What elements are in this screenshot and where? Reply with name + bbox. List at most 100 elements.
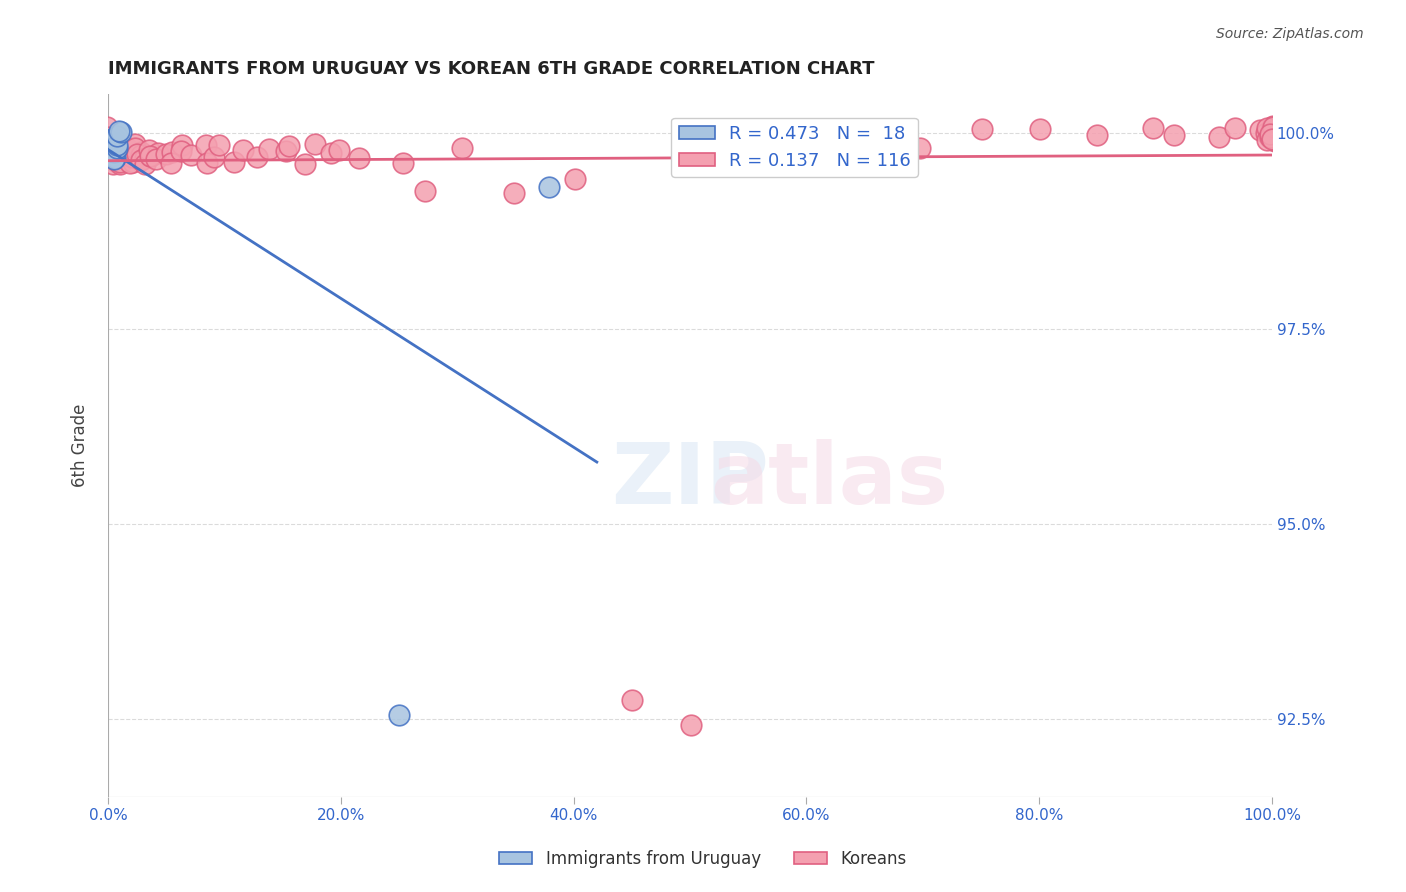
Point bbox=[139, 149, 162, 163]
Point bbox=[104, 147, 127, 161]
Point bbox=[105, 154, 128, 169]
Point bbox=[908, 140, 931, 154]
Legend: R = 0.473   N =  18, R = 0.137   N = 116: R = 0.473 N = 18, R = 0.137 N = 116 bbox=[671, 118, 918, 177]
Point bbox=[1265, 129, 1288, 144]
Point bbox=[104, 151, 127, 165]
Point bbox=[103, 144, 125, 158]
Point bbox=[110, 149, 132, 163]
Point bbox=[110, 137, 132, 152]
Point bbox=[111, 146, 134, 161]
Point bbox=[112, 149, 135, 163]
Point bbox=[121, 148, 143, 162]
Point bbox=[105, 138, 128, 153]
Point bbox=[107, 153, 129, 168]
Text: Source: ZipAtlas.com: Source: ZipAtlas.com bbox=[1216, 27, 1364, 41]
Point bbox=[101, 147, 124, 161]
Point bbox=[134, 157, 156, 171]
Point bbox=[96, 130, 118, 145]
Y-axis label: 6th Grade: 6th Grade bbox=[72, 404, 89, 487]
Point bbox=[970, 121, 993, 136]
Point bbox=[1261, 120, 1284, 135]
Point bbox=[110, 125, 132, 139]
Point bbox=[129, 145, 152, 160]
Point bbox=[1256, 133, 1278, 147]
Point bbox=[319, 146, 342, 161]
Point bbox=[103, 135, 125, 149]
Point bbox=[107, 141, 129, 155]
Point bbox=[103, 145, 125, 159]
Point bbox=[1261, 131, 1284, 145]
Point bbox=[97, 133, 120, 147]
Point bbox=[294, 157, 316, 171]
Point bbox=[107, 155, 129, 169]
Point bbox=[100, 136, 122, 150]
Point bbox=[1256, 120, 1278, 135]
Point bbox=[180, 148, 202, 162]
Point bbox=[96, 120, 118, 135]
Point bbox=[105, 141, 128, 155]
Point bbox=[450, 140, 472, 154]
Point bbox=[1085, 128, 1108, 142]
Point bbox=[347, 151, 370, 165]
Point bbox=[1163, 128, 1185, 143]
Point bbox=[224, 155, 246, 169]
Point bbox=[101, 149, 124, 163]
Point bbox=[138, 143, 160, 157]
Point bbox=[101, 140, 124, 154]
Point bbox=[104, 136, 127, 150]
Point bbox=[120, 156, 142, 170]
Point bbox=[170, 137, 193, 152]
Point bbox=[387, 707, 409, 722]
Point bbox=[103, 130, 125, 145]
Point bbox=[1261, 132, 1284, 146]
Point bbox=[277, 139, 299, 153]
Point bbox=[121, 150, 143, 164]
Point bbox=[145, 152, 167, 166]
Point bbox=[1260, 129, 1282, 144]
Point bbox=[1254, 126, 1277, 140]
Text: ZIP: ZIP bbox=[612, 439, 769, 522]
Point bbox=[129, 148, 152, 162]
Point bbox=[1264, 134, 1286, 148]
Point bbox=[1258, 127, 1281, 141]
Point bbox=[848, 145, 870, 160]
Point bbox=[503, 186, 526, 200]
Point bbox=[108, 153, 131, 168]
Point bbox=[160, 156, 183, 170]
Point bbox=[125, 146, 148, 161]
Point bbox=[538, 180, 561, 194]
Point bbox=[232, 143, 254, 157]
Point bbox=[564, 172, 586, 186]
Text: atlas: atlas bbox=[710, 439, 949, 522]
Point bbox=[100, 141, 122, 155]
Point bbox=[97, 146, 120, 161]
Point bbox=[107, 135, 129, 149]
Point bbox=[98, 148, 121, 162]
Point bbox=[124, 141, 146, 155]
Point bbox=[1208, 130, 1230, 145]
Point bbox=[105, 132, 128, 146]
Point bbox=[1223, 121, 1246, 136]
Point bbox=[103, 153, 125, 167]
Point bbox=[112, 143, 135, 157]
Point bbox=[1249, 122, 1271, 136]
Point bbox=[195, 156, 218, 170]
Legend: Immigrants from Uruguay, Koreans: Immigrants from Uruguay, Koreans bbox=[492, 844, 914, 875]
Point bbox=[1029, 122, 1052, 136]
Point bbox=[115, 141, 138, 155]
Point bbox=[105, 134, 128, 148]
Point bbox=[160, 145, 183, 159]
Point bbox=[194, 137, 217, 152]
Point bbox=[155, 147, 177, 161]
Point bbox=[110, 146, 132, 161]
Point bbox=[96, 150, 118, 164]
Point bbox=[257, 142, 280, 156]
Point bbox=[139, 149, 162, 163]
Point bbox=[103, 152, 125, 166]
Point bbox=[101, 157, 124, 171]
Point bbox=[1260, 124, 1282, 138]
Point bbox=[105, 140, 128, 154]
Point bbox=[148, 146, 170, 161]
Point bbox=[886, 145, 908, 159]
Point bbox=[111, 144, 134, 158]
